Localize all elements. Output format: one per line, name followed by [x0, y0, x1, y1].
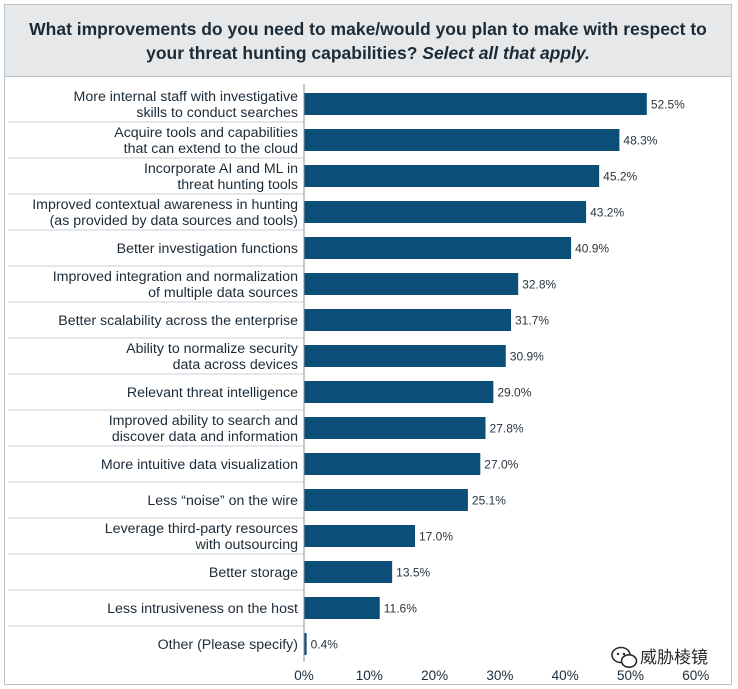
category-label: Relevant threat intelligence [127, 385, 298, 401]
value-label: 43.2% [590, 206, 624, 220]
bar [304, 237, 572, 259]
bar [304, 345, 506, 367]
chart-title-line-1: What improvements do you need to make/wo… [29, 18, 707, 39]
bar [304, 489, 468, 511]
value-label: 30.9% [510, 350, 544, 364]
category-labels: More internal staff with investigative sk… [32, 89, 299, 653]
value-label: 29.0% [497, 386, 531, 400]
category-label: Better storage [209, 565, 298, 581]
x-tick-label: 0% [294, 668, 314, 683]
bar [304, 561, 393, 583]
category-label: Improved integration and normalization of… [53, 269, 298, 301]
bar [304, 201, 587, 223]
bar [304, 525, 416, 547]
bar [304, 129, 620, 151]
x-tick-label: 30% [486, 668, 513, 683]
x-axis: 0% 10% 20% 30% 40% 50% 60% [294, 84, 709, 683]
bar [304, 633, 307, 655]
chart-title-question: your threat hunting capabilities? [146, 42, 418, 63]
watermark-text: 威胁棱镜 [640, 648, 708, 668]
chart-title-box: What improvements do you need to make/wo… [5, 5, 731, 77]
category-label: Improved contextual awareness in hunting… [32, 197, 298, 229]
value-label: 52.5% [651, 98, 685, 112]
value-label: 32.8% [522, 278, 556, 292]
category-label: Improved ability to search and discover d… [109, 413, 298, 445]
category-label: More internal staff with investigative sk… [74, 89, 299, 121]
value-labels: 52.5% 48.3% 45.2% 43.2% 40.9% 32.8% 31.7% 30.9%… [311, 98, 686, 652]
x-tick-label: 60% [682, 668, 709, 683]
value-label: 45.2% [603, 170, 637, 184]
value-label: 0.4% [311, 638, 339, 652]
category-label: Incorporate AI and ML in threat hunting t… [144, 161, 298, 193]
x-tick-label: 20% [421, 668, 448, 683]
bar [304, 273, 519, 295]
bar [304, 417, 486, 439]
chart-title-line-2: your threat hunting capabilities? Select… [146, 41, 590, 65]
bar [304, 597, 380, 619]
category-label: More intuitive data visualization [101, 457, 298, 473]
category-label: Other (Please specify) [158, 637, 298, 653]
row-separators [8, 121, 304, 627]
category-label: Less “noise” on the wire [147, 493, 298, 509]
value-label: 17.0% [419, 530, 453, 544]
value-label: 31.7% [515, 314, 549, 328]
category-label: Better scalability across the enterprise [58, 313, 298, 329]
value-label: 27.8% [490, 422, 524, 436]
category-label: Less intrusiveness on the host [107, 601, 298, 617]
x-tick-label: 40% [552, 668, 579, 683]
value-label: 11.6% [384, 602, 417, 616]
bar [304, 165, 600, 187]
value-label: 13.5% [396, 566, 430, 580]
bar [304, 93, 647, 115]
x-tick-label: 50% [617, 668, 644, 683]
bar [304, 309, 512, 331]
value-label: 40.9% [575, 242, 609, 256]
value-label: 48.3% [623, 134, 657, 148]
category-label: Acquire tools and capabilities that can e… [114, 125, 298, 157]
category-label: Better investigation functions [117, 241, 298, 257]
category-label: Leverage third-party resources with outso… [105, 521, 298, 553]
bars-group [304, 93, 647, 655]
bar [304, 381, 494, 403]
watermark: 威胁棱镜 [611, 646, 708, 668]
x-tick-label: 10% [356, 668, 383, 683]
wechat-icon [611, 646, 638, 668]
bar [304, 453, 481, 475]
chart-title-instruction: Select all that apply. [422, 42, 590, 63]
value-label: 25.1% [472, 494, 506, 508]
category-label: Ability to normalize security data across… [126, 341, 299, 373]
value-label: 27.0% [484, 458, 518, 472]
